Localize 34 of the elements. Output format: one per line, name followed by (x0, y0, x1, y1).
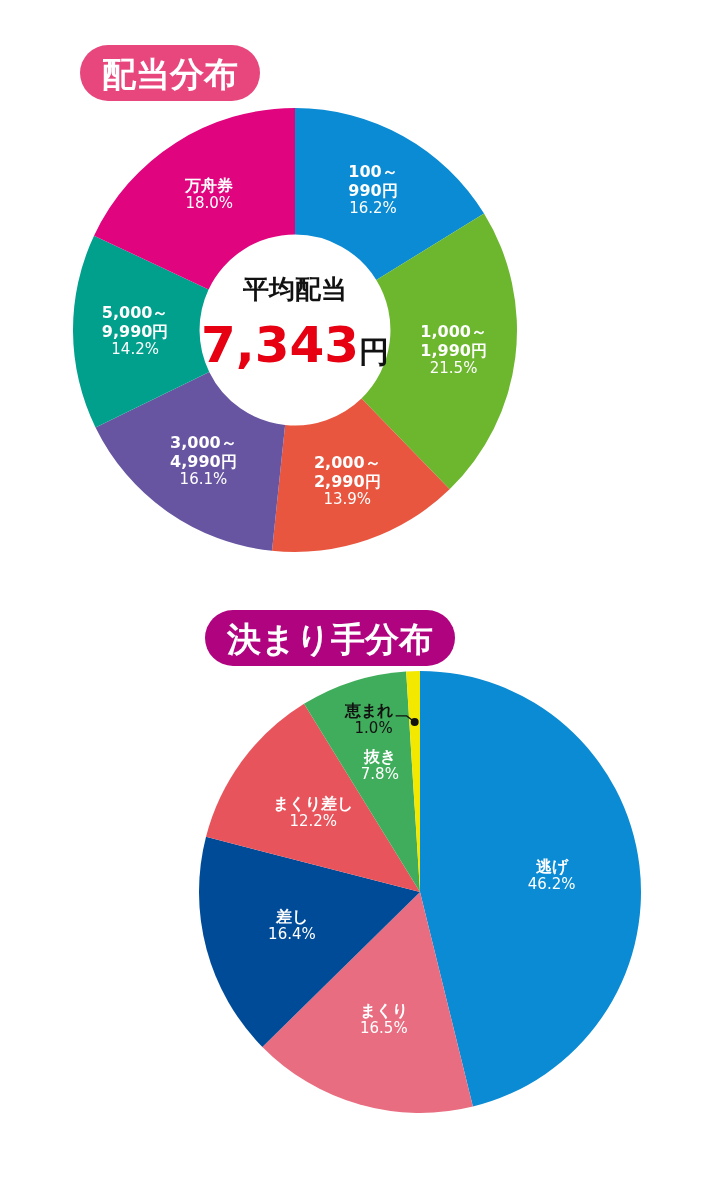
data-label: 14.2% (111, 340, 159, 359)
slice-label: 100～ 990円 (348, 162, 398, 201)
data-label: 18.0% (185, 194, 234, 213)
slice-label: 2,000～ 2,990円 (314, 453, 381, 492)
chart-title: 決まり手分布 (226, 619, 433, 659)
pie-slice (199, 836, 420, 1047)
donut-slice (95, 371, 286, 551)
slice-label: 抜き (362, 746, 396, 766)
text: 7,343円 (200, 316, 390, 374)
data-label: 1.0% (354, 718, 393, 737)
data-label: 16.4% (268, 925, 316, 944)
chart-title: 配当分布 (102, 54, 238, 94)
slice-label: 3,000～ 4,990円 (170, 433, 237, 472)
slice-label: 万舟券 (184, 176, 234, 196)
pie-slice (206, 703, 420, 892)
slice-label: まくり (359, 1000, 408, 1020)
pie-slice (262, 892, 473, 1113)
data-label: 16.5% (360, 1018, 408, 1037)
slice-label: 差し (274, 907, 308, 927)
slice-label: 1,000～ 1,990円 (420, 321, 487, 360)
slice-label: 5,000～ 9,990円 (101, 303, 169, 342)
data-label: 21.5% (429, 358, 478, 377)
data-label: 12.2% (289, 812, 338, 831)
text: 平均配当 (242, 274, 347, 304)
slice-label: 恵まれ (343, 700, 393, 720)
data-label: 16.1% (179, 470, 228, 489)
data-label: 7.8% (360, 764, 399, 783)
data-label: 16.2% (349, 199, 397, 218)
pie-slice (420, 671, 641, 1107)
data-label: 46.2% (527, 875, 576, 894)
slice-label: 逃げ (534, 857, 569, 877)
data-label: 13.9% (323, 490, 372, 509)
donut-slice (272, 398, 450, 552)
slice-label: まくり差し (273, 794, 354, 814)
